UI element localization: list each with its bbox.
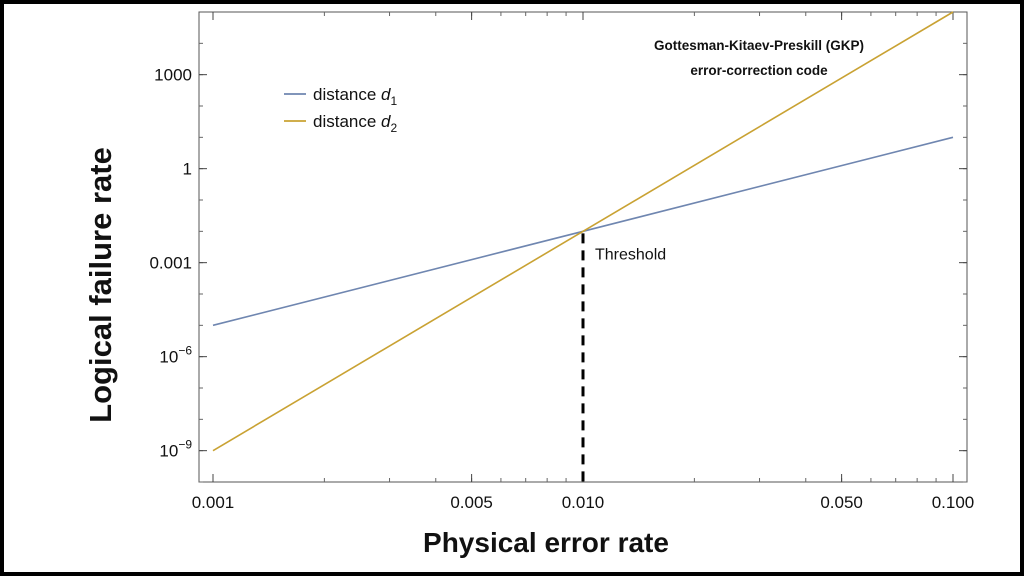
y-tick-label: 1 (183, 160, 192, 179)
code-title-line1: Gottesman-Kitaev-Preskill (GKP) (654, 38, 864, 53)
y-tick-exponent: −6 (178, 344, 192, 358)
y-tick-label: 10−6 (159, 344, 192, 367)
x-tick-label: 0.100 (932, 493, 975, 512)
y-tick-base: 10 (159, 348, 178, 367)
series-lines (212, 11, 954, 452)
legend-label-var: d (381, 112, 391, 131)
x-tick-label: 0.005 (450, 493, 493, 512)
series-line-distance-d2 (212, 11, 954, 452)
y-tick-base: 10 (159, 442, 178, 461)
x-axis-title: Physical error rate (423, 527, 669, 558)
x-tick-label: 0.050 (820, 493, 863, 512)
y-tick-label: 0.001 (149, 254, 192, 273)
y-tick-label: 1000 (154, 66, 192, 85)
threshold-label: Threshold (595, 246, 666, 263)
legend-label-sub: 1 (391, 94, 398, 108)
legend-label-var: d (381, 85, 391, 104)
y-tick-exponent: −9 (178, 438, 192, 452)
legend-label-main: distance (313, 85, 381, 104)
legend-label: distance d2 (313, 112, 398, 135)
code-title-line2: error-correction code (690, 63, 828, 78)
x-axis-ticks: 0.001 0.005 0.010 0.050 0.100 (192, 12, 975, 512)
legend-label: distance d1 (313, 85, 398, 108)
y-tick-label: 10−9 (159, 438, 192, 461)
y-axis-title: Logical failure rate (83, 147, 118, 423)
legend-label-main: distance (313, 112, 381, 131)
x-tick-label: 0.001 (192, 493, 235, 512)
legend-label-sub: 2 (391, 121, 398, 135)
x-tick-label: 0.010 (562, 493, 605, 512)
